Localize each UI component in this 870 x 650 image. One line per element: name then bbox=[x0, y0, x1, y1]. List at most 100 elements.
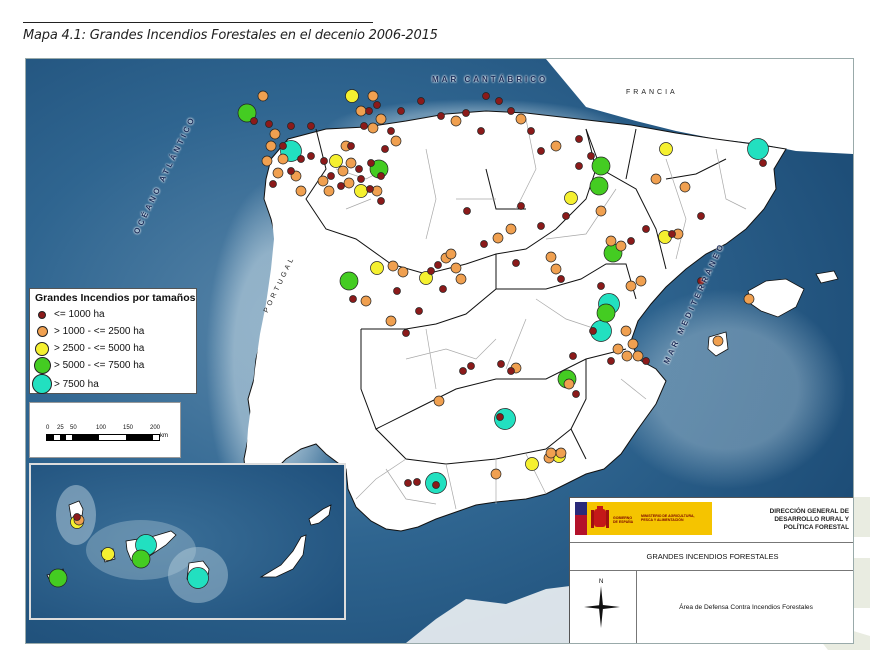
fire-marker bbox=[589, 327, 597, 335]
fire-marker bbox=[597, 282, 605, 290]
north-arrow-icon: N bbox=[584, 579, 620, 628]
fire-marker bbox=[367, 159, 375, 167]
fire-marker bbox=[477, 127, 485, 135]
fire-marker bbox=[569, 352, 577, 360]
fire-marker bbox=[575, 162, 583, 170]
map-canvas bbox=[26, 59, 853, 643]
fire-marker bbox=[512, 259, 520, 267]
fire-marker bbox=[320, 157, 328, 165]
fire-marker bbox=[269, 128, 281, 140]
circle-xs-icon bbox=[38, 310, 46, 319]
scale-unit: km bbox=[160, 433, 168, 439]
circle-s-icon bbox=[36, 326, 48, 337]
fire-marker bbox=[525, 457, 539, 471]
government-logo: GOBIERNO DE ESPAÑA MINISTERIO DE AGRICUL… bbox=[575, 502, 712, 535]
circle-l-icon bbox=[33, 357, 51, 374]
fire-marker bbox=[375, 113, 387, 125]
fire-marker bbox=[642, 357, 650, 365]
fire-marker bbox=[463, 207, 471, 215]
fire-marker bbox=[250, 117, 258, 125]
legend-label: > 2500 - <= 5000 ha bbox=[54, 343, 145, 354]
fire-marker bbox=[445, 248, 457, 260]
circle-xl-icon bbox=[32, 374, 52, 394]
fire-marker bbox=[545, 251, 557, 263]
fire-marker bbox=[257, 90, 269, 102]
coat-of-arms-icon bbox=[591, 506, 609, 528]
fire-marker bbox=[450, 115, 462, 127]
canary-fire-markers bbox=[48, 513, 209, 589]
fire-marker bbox=[480, 240, 488, 248]
scale-tick: 0 bbox=[46, 425, 50, 431]
fire-marker bbox=[659, 142, 673, 156]
background-logo-fragment bbox=[854, 497, 870, 537]
scale-tick: 200 bbox=[150, 425, 161, 431]
fire-marker bbox=[355, 105, 367, 117]
fire-marker bbox=[550, 263, 562, 275]
fire-marker bbox=[367, 90, 379, 102]
fire-marker bbox=[562, 212, 570, 220]
fire-marker bbox=[413, 478, 421, 486]
fire-marker bbox=[265, 140, 277, 152]
fire-marker bbox=[131, 549, 151, 569]
fire-marker bbox=[627, 237, 635, 245]
fire-marker bbox=[439, 285, 447, 293]
fire-marker bbox=[393, 287, 401, 295]
fire-marker bbox=[261, 155, 273, 167]
fire-marker bbox=[545, 447, 557, 459]
menorca bbox=[815, 270, 839, 284]
fire-marker bbox=[625, 280, 637, 292]
label-mar-cantabrico: MAR CANTÁBRICO bbox=[432, 75, 549, 84]
fire-marker bbox=[337, 182, 345, 190]
fire-marker bbox=[557, 275, 565, 283]
scale-tick: 50 bbox=[70, 425, 77, 431]
fire-marker bbox=[417, 97, 425, 105]
scale-tick: 100 bbox=[96, 425, 107, 431]
fire-marker bbox=[357, 175, 365, 183]
fire-marker bbox=[575, 135, 583, 143]
fire-marker bbox=[591, 156, 611, 176]
fire-marker bbox=[402, 329, 410, 337]
cartouche-header: GOBIERNO DE ESPAÑA MINISTERIO DE AGRICUL… bbox=[570, 498, 853, 543]
fire-marker bbox=[295, 185, 307, 197]
map-frame: MAR CANTÁBRICO FRANCIA OCÉANO ATLÁNTICO … bbox=[25, 58, 854, 644]
fire-marker bbox=[287, 167, 295, 175]
fire-marker bbox=[355, 165, 363, 173]
fire-marker bbox=[507, 107, 515, 115]
fire-marker bbox=[366, 185, 374, 193]
svg-text:N: N bbox=[599, 579, 603, 585]
fire-marker bbox=[370, 261, 384, 275]
legend-label: > 7500 ha bbox=[54, 378, 99, 390]
fire-marker bbox=[265, 120, 273, 128]
fire-marker bbox=[272, 167, 284, 179]
page-title: Mapa 4.1: Grandes Incendios Forestales e… bbox=[23, 28, 438, 43]
fire-marker bbox=[712, 335, 724, 347]
france-landmass bbox=[546, 59, 853, 154]
fire-marker bbox=[505, 223, 517, 235]
fire-marker bbox=[497, 360, 505, 368]
fire-marker bbox=[507, 367, 515, 375]
fire-marker bbox=[697, 212, 705, 220]
fire-marker bbox=[627, 338, 639, 350]
fire-marker bbox=[279, 142, 287, 150]
fire-marker bbox=[496, 413, 504, 421]
scale-tick: 150 bbox=[123, 425, 134, 431]
fire-marker bbox=[327, 172, 335, 180]
portugal-landmass bbox=[246, 179, 298, 479]
fire-marker bbox=[550, 140, 562, 152]
fire-marker bbox=[415, 307, 423, 315]
fire-marker bbox=[563, 378, 575, 390]
legend-item: > 5000 - <= 7500 ha bbox=[30, 357, 196, 374]
fire-marker bbox=[329, 154, 343, 168]
fire-marker bbox=[345, 89, 359, 103]
fire-marker bbox=[537, 147, 545, 155]
fire-marker bbox=[360, 122, 368, 130]
fire-marker bbox=[287, 122, 295, 130]
fire-marker bbox=[339, 271, 359, 291]
legend-item: <= 1000 ha bbox=[30, 306, 196, 323]
fire-marker bbox=[572, 390, 580, 398]
fire-marker bbox=[621, 350, 633, 362]
fire-marker bbox=[307, 122, 315, 130]
fire-marker bbox=[596, 303, 616, 323]
fire-marker bbox=[432, 481, 440, 489]
fire-marker bbox=[354, 184, 368, 198]
